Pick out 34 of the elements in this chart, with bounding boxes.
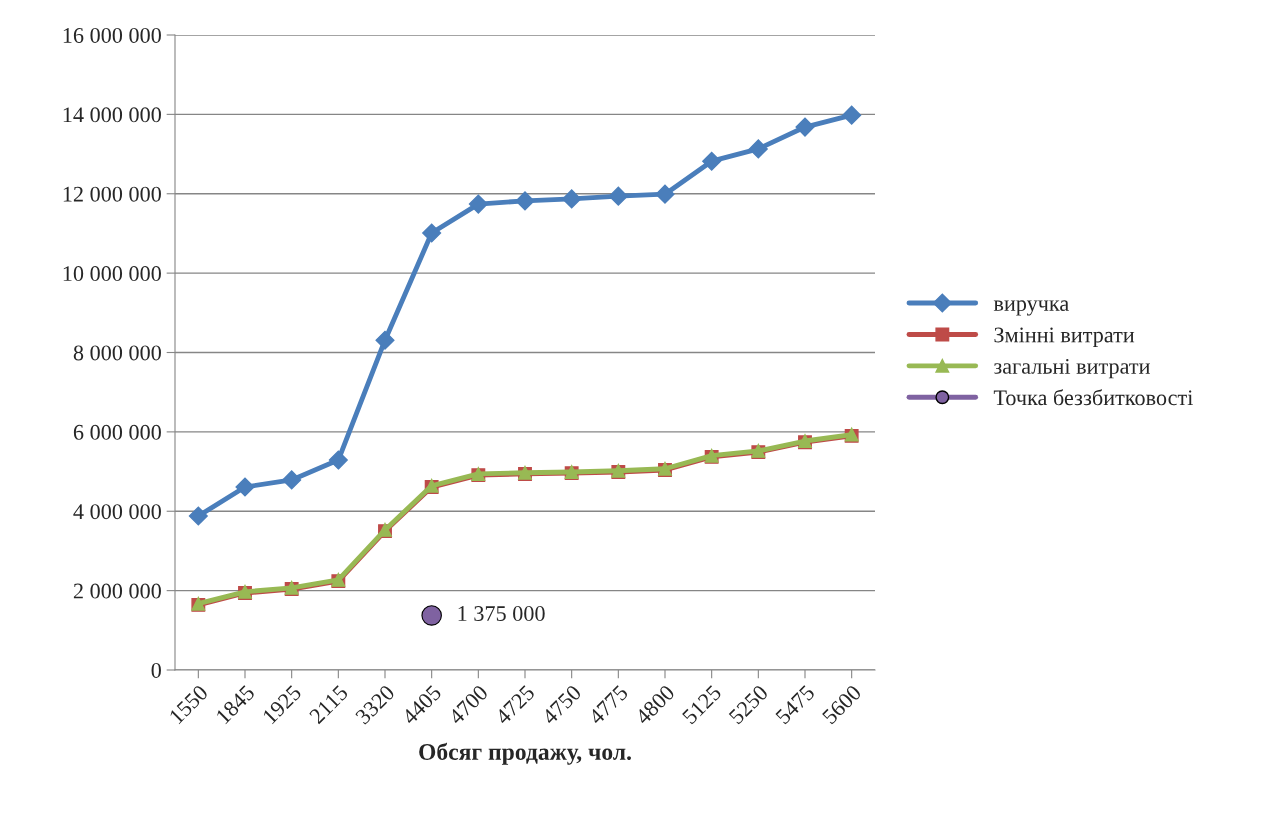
y-tick-label: 8 000 000 xyxy=(73,345,161,361)
point xyxy=(842,105,862,125)
legend-label: Точка беззбитковості xyxy=(993,389,1193,406)
point xyxy=(421,605,442,626)
point xyxy=(282,470,302,490)
point xyxy=(748,139,768,159)
point xyxy=(422,223,442,243)
point xyxy=(468,194,488,214)
x-tick-label: 4800 xyxy=(634,684,676,726)
y-tick-label: 14 000 000 xyxy=(63,107,161,123)
y-tick-label: 4 000 000 xyxy=(73,504,161,520)
point xyxy=(608,186,628,206)
y-tick-label: 2 000 000 xyxy=(73,583,161,599)
x-tick-label: 4750 xyxy=(541,684,583,726)
legend-label: загальні витрати xyxy=(994,358,1150,379)
point xyxy=(235,477,255,497)
legend-label: Змінні витрати xyxy=(994,327,1135,347)
y-tick-label: 10 000 000 xyxy=(63,266,161,282)
point xyxy=(795,117,815,137)
x-tick-label: 4700 xyxy=(447,684,489,726)
point xyxy=(328,450,348,470)
legend-label: виручка xyxy=(993,300,1069,316)
y-tick-label: 6 000 000 xyxy=(73,424,161,440)
y-tick-label: 0 xyxy=(151,662,161,678)
point xyxy=(188,506,208,526)
point xyxy=(655,184,675,204)
y-tick-label: 16 000 000 xyxy=(63,27,161,43)
y-tick-label: 12 000 000 xyxy=(63,186,161,202)
point xyxy=(702,151,722,171)
point xyxy=(515,191,535,211)
point xyxy=(375,330,395,350)
x-axis-title: Обсяг продажу, чол. xyxy=(419,742,631,765)
data-label: 1 375 000 xyxy=(458,606,545,621)
point xyxy=(562,189,582,209)
